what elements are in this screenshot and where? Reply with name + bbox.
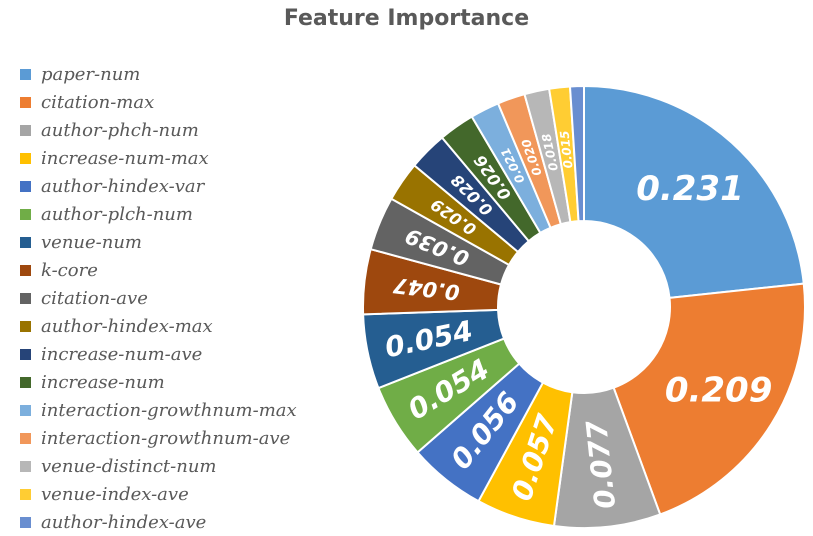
pie-slice-citation-max [612,282,806,516]
legend-item: paper-num [20,60,350,88]
pie-slice-paper-num [583,84,805,299]
legend-item: author-plch-num [20,200,350,228]
legend-label: citation-max [41,91,155,113]
legend-item: author-hindex-ave [20,508,350,536]
legend-label: citation-ave [41,287,148,309]
legend-item: citation-ave [20,284,350,312]
legend-item: citation-max [20,88,350,116]
legend-label: increase-num-ave [41,343,203,365]
legend-item: venue-distinct-num [20,452,350,480]
legend-label: author-hindex-max [41,315,213,337]
legend-label: increase-num [41,371,165,393]
chart-legend: paper-num citation-max author-phch-num incr… [20,60,350,536]
legend-label: interaction-growthnum-max [41,399,297,421]
legend-label: venue-distinct-num [41,455,217,477]
legend-item: interaction-growthnum-max [20,396,350,424]
legend-swatch [20,516,31,528]
legend-swatch [20,208,31,220]
donut-chart: 0.2310.2090.0770.0570.0560.0540.0540.047… [362,84,806,529]
legend-label: author-hindex-var [41,175,205,197]
legend-item: increase-num [20,368,350,396]
legend-swatch [20,404,31,416]
legend-item: k-core [20,256,350,284]
legend-swatch [20,348,31,360]
pie-slice-author-hindex-ave [568,84,585,223]
legend-swatch [20,432,31,444]
legend-swatch [20,180,31,192]
data-label: 0.209 [665,371,773,411]
legend-swatch [20,68,31,80]
legend-item: author-phch-num [20,116,350,144]
legend-label: venue-num [41,231,142,253]
legend-label: author-hindex-ave [41,511,207,533]
legend-label: venue-index-ave [41,483,189,505]
legend-label: increase-num-max [41,147,209,169]
legend-item: author-hindex-var [20,172,350,200]
data-label: 0.231 [636,169,744,209]
legend-item: venue-index-ave [20,480,350,508]
legend-label: k-core [41,259,98,281]
legend-item: venue-num [20,228,350,256]
legend-swatch [20,376,31,388]
legend-swatch [20,292,31,304]
legend-swatch [20,264,31,276]
data-label: 0.015 [557,130,575,169]
legend-swatch [20,488,31,500]
legend-label: author-phch-num [41,119,199,141]
legend-swatch [20,152,31,164]
legend-item: increase-num-max [20,144,350,172]
legend-label: author-plch-num [41,203,193,225]
legend-label: paper-num [41,63,141,85]
legend-swatch [20,96,31,108]
legend-item: interaction-growthnum-ave [20,424,350,452]
legend-swatch [20,124,31,136]
legend-label: interaction-growthnum-ave [41,427,291,449]
legend-item: increase-num-ave [20,340,350,368]
legend-swatch [20,460,31,472]
chart-title: Feature Importance [283,6,530,31]
legend-swatch [20,320,31,332]
legend-item: author-hindex-max [20,312,350,340]
legend-swatch [20,236,31,248]
